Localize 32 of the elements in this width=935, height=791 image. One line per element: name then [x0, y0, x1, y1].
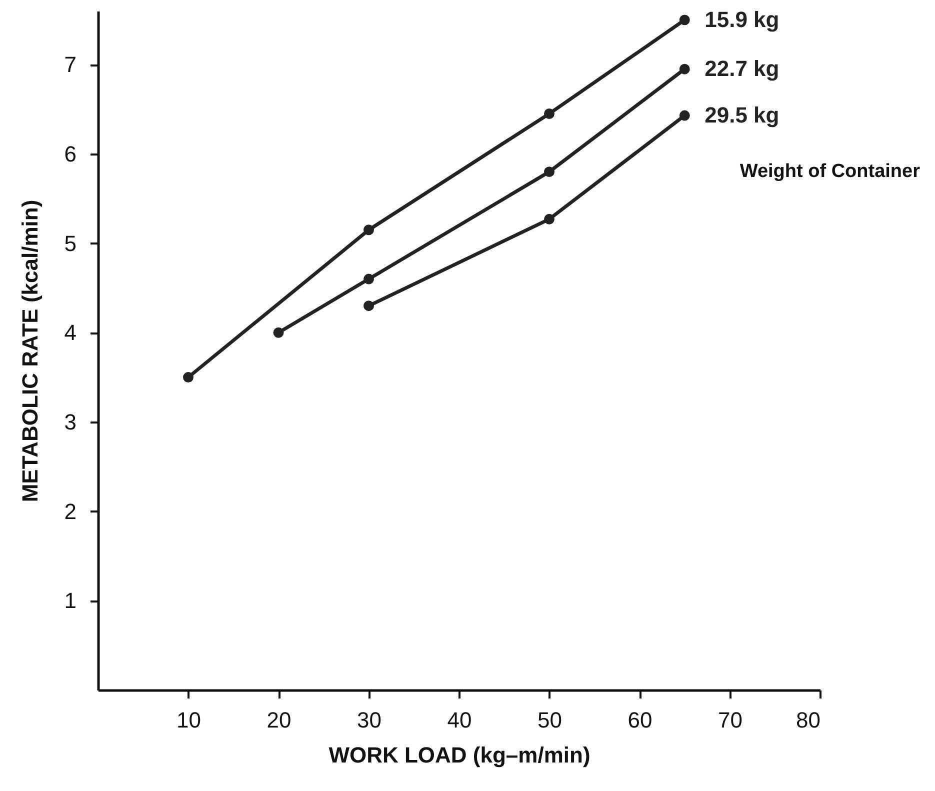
- point: [273, 327, 284, 338]
- x-tick-label: 60: [628, 708, 652, 732]
- y-tick-label: 5: [64, 230, 76, 256]
- y-tick-label: 7: [64, 52, 76, 78]
- point: [364, 300, 374, 312]
- y-tick-label: 1: [64, 588, 76, 614]
- point: [679, 64, 690, 74]
- point: [364, 274, 374, 284]
- point: [544, 108, 554, 119]
- point: [679, 110, 690, 121]
- y-tick-label: 2: [64, 498, 76, 524]
- series-label: 29.5 kg: [704, 102, 780, 128]
- point: [544, 214, 554, 224]
- legend-title: Weight of Container: [740, 161, 921, 182]
- series-label: 15.9 kg: [704, 6, 780, 32]
- x-tick-label: 50: [538, 708, 562, 732]
- x-tick-label: 30: [357, 708, 382, 732]
- series-label: 22.7 kg: [704, 56, 780, 82]
- x-tick-label: 80: [796, 708, 820, 732]
- y-tick-label: 4: [64, 320, 76, 346]
- x-tick-label: 70: [718, 708, 742, 732]
- point: [183, 372, 194, 383]
- point: [544, 166, 554, 178]
- x-axis-title: WORK LOAD (kg–m/min): [328, 742, 590, 768]
- x-tick-label: 40: [447, 708, 472, 732]
- y-axis-title: METABOLIC RATE (kcal/min): [17, 200, 42, 502]
- point: [679, 14, 690, 26]
- x-tick-label: 20: [266, 708, 292, 732]
- x-tick-label: 10: [176, 708, 201, 732]
- y-tick-label: 3: [64, 409, 76, 434]
- y-tick-label: 6: [64, 141, 76, 166]
- point: [364, 224, 374, 236]
